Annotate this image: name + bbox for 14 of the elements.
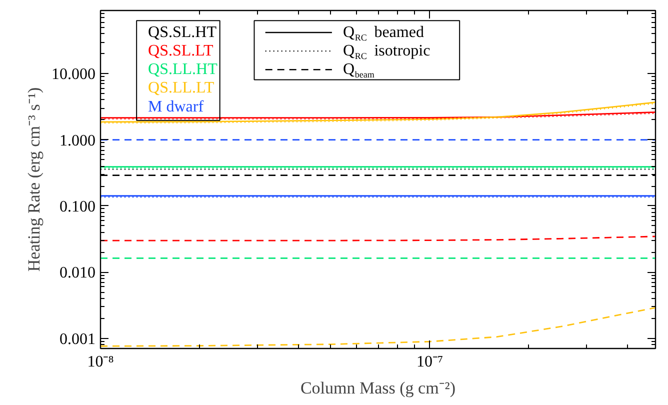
y-tick-label: 0.001 [60,330,96,348]
y-tick-label: 0.010 [60,264,96,282]
y-tick-label: 0.100 [60,198,96,216]
y-axis-title: Heating Rate (erg cm⁻³ s⁻¹) [24,87,44,272]
x-tick-label: 10⁻⁷ [416,354,444,370]
x-tick-label: 10⁻⁸ [87,354,114,370]
y-tick-label: 1.000 [60,132,96,150]
series-label: QS.LL.LT [148,80,214,97]
legend-label: QS.SL.HT [148,24,217,41]
text: M dwarf [148,98,204,116]
y-tick-label: 10.000 [52,66,96,84]
text: QS.LL.HT [148,61,218,78]
text: QS.SL.LT [148,42,214,60]
x-axis-title: Column Mass (g cm⁻²) [300,378,456,398]
